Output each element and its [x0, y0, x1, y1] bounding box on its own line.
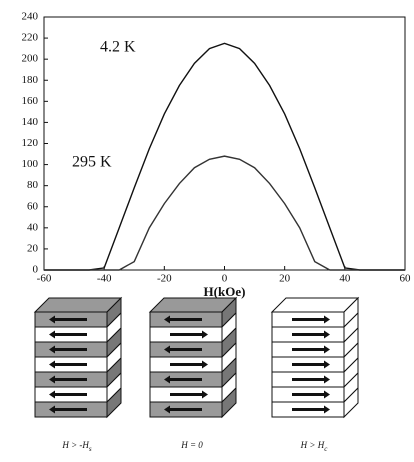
arrow-head: [49, 405, 55, 414]
arrow-head: [49, 345, 55, 354]
arrow-head: [202, 360, 208, 369]
y-tick-label: 160: [22, 95, 39, 107]
arrow-head: [324, 315, 330, 324]
arrow-head: [324, 405, 330, 414]
layer-side: [343, 386, 359, 419]
label-main: H = 0: [180, 440, 203, 450]
y-tick-label: 40: [27, 221, 39, 233]
arrow-head: [164, 315, 170, 324]
label-main: H > H: [300, 440, 325, 450]
x-tick-label: 40: [339, 273, 351, 285]
plot-frame: [43, 16, 406, 271]
y-tick-label: 80: [27, 179, 39, 191]
label-main: H > -H: [61, 440, 89, 450]
arrow-head: [324, 375, 330, 384]
y-tick-label: 100: [22, 158, 39, 170]
layer-side: [106, 386, 122, 419]
x-tick-label: -20: [157, 273, 172, 285]
arrow-head: [164, 345, 170, 354]
stack-top: [148, 297, 238, 313]
arrow-head: [49, 315, 55, 324]
x-axis-title: H(kOe): [204, 284, 246, 299]
curve-label: 4.2 K: [100, 39, 136, 56]
stack-top: [270, 297, 360, 313]
arrow-head: [324, 390, 330, 399]
arrow-head: [202, 390, 208, 399]
curve-label: 295 K: [72, 154, 112, 171]
curve: [44, 155, 405, 271]
layer-side: [221, 386, 237, 419]
x-tick-label: 20: [279, 273, 291, 285]
arrow-head: [49, 360, 55, 369]
arrow-head: [49, 390, 55, 399]
diagram: H > -Hs H = 0 H > Hc: [33, 296, 360, 453]
x-tick-label: 0: [222, 273, 228, 285]
x-tick-label: 60: [400, 273, 412, 285]
label-sub: c: [324, 445, 328, 453]
arrow-head: [202, 330, 208, 339]
y-tick-label: 180: [22, 74, 39, 86]
arrow-head: [164, 375, 170, 384]
y-tick-label: 120: [22, 137, 39, 149]
arrow-head: [324, 330, 330, 339]
state-label: H > Hc: [300, 440, 329, 453]
y-tick-label: 240: [22, 11, 39, 23]
arrow-head: [324, 360, 330, 369]
y-tick-label: 60: [27, 200, 39, 212]
arrow-head: [49, 375, 55, 384]
x-tick-label: -60: [37, 273, 52, 285]
arrow-head: [324, 345, 330, 354]
y-tick-label: 0: [33, 264, 39, 276]
stack-top: [33, 297, 123, 313]
state-label: H > -Hs: [61, 440, 92, 453]
arrow-head: [49, 330, 55, 339]
x-tick-label: -40: [97, 273, 112, 285]
y-tick-label: 20: [27, 242, 39, 254]
state-label: H = 0: [180, 440, 203, 450]
curve: [44, 42, 405, 271]
y-tick-label: 200: [22, 53, 39, 65]
arrow-head: [164, 405, 170, 414]
label-sub: s: [89, 445, 92, 453]
y-tick-label: 140: [22, 116, 39, 128]
y-tick-label: 220: [22, 32, 39, 44]
